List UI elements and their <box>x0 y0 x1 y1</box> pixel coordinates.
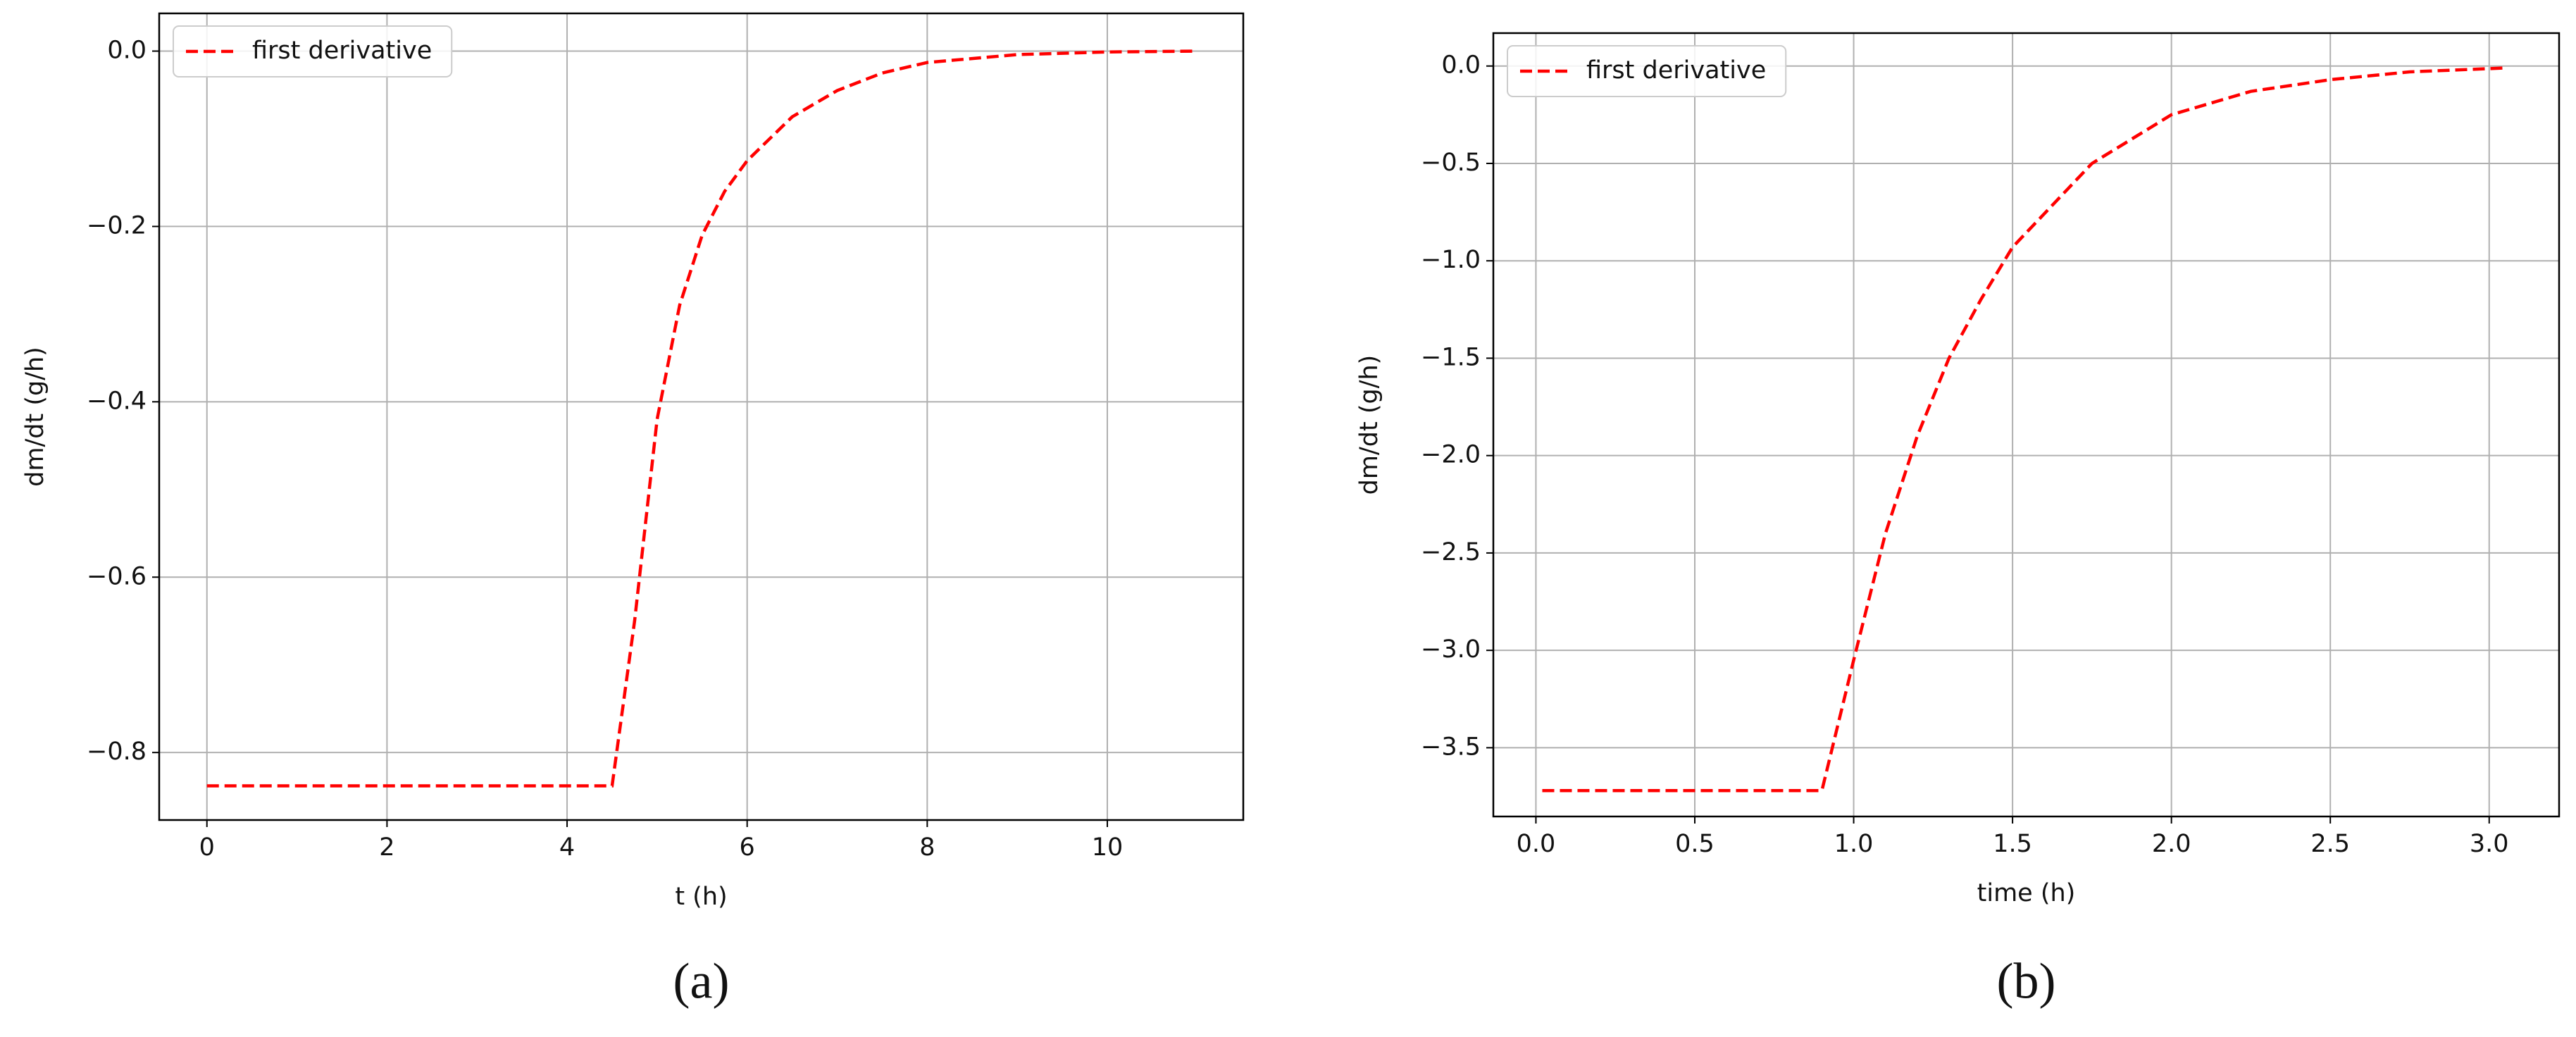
y-tick-label: −1.0 <box>1421 246 1481 274</box>
y-tick-label: −0.2 <box>87 211 147 240</box>
y-tick-label: 0.0 <box>107 37 147 65</box>
y-axis-label: dm/dt (g/h) <box>21 347 49 487</box>
caption: (a) <box>673 953 730 1010</box>
x-tick-label: 8 <box>919 833 935 862</box>
x-tick-label: 0.0 <box>1517 830 1556 858</box>
x-tick-label: 4 <box>559 833 575 862</box>
y-tick-label: −0.6 <box>87 562 147 590</box>
y-tick-label: −3.0 <box>1421 635 1481 664</box>
y-tick-label: −0.4 <box>87 387 147 415</box>
x-tick-label: 3.0 <box>2470 830 2509 858</box>
legend-label: first derivative <box>1586 56 1766 85</box>
legend: first derivative <box>173 25 453 77</box>
y-tick-label: −2.5 <box>1421 538 1481 566</box>
x-tick-label: 6 <box>740 833 755 862</box>
legend-label: first derivative <box>252 37 432 65</box>
y-tick-label: −0.5 <box>1421 149 1481 177</box>
x-axis-label: time (h) <box>1977 879 2076 907</box>
caption: (b) <box>1997 953 2056 1010</box>
legend: first derivative <box>1507 45 1787 97</box>
legend-frame <box>173 25 453 77</box>
x-tick-label: 10 <box>1092 833 1124 862</box>
x-tick-label: 0 <box>199 833 215 862</box>
chart: 0.0 −0.5 −1.0 −1.5 −2.0 −2.5 −3.0 −3.5 0.0 0.5 1.0… <box>1355 32 2561 1010</box>
x-tick-label: 2.5 <box>2310 830 2350 858</box>
data-line <box>1542 66 2506 793</box>
y-axis-label: dm/dt (g/h) <box>1355 355 1383 495</box>
x-tick-label: 2 <box>379 833 394 862</box>
x-axis-label: t (h) <box>675 883 727 911</box>
x-tick-label: 2.0 <box>2152 830 2191 858</box>
legend-frame <box>1507 45 1787 97</box>
plot-frame <box>158 12 1245 821</box>
y-tick-label: −1.5 <box>1421 343 1481 371</box>
y-tick-label: −0.8 <box>87 738 147 766</box>
x-tick-label: 1.0 <box>1834 830 1874 858</box>
chart: 0.0 −0.2 −0.4 −0.6 −0.8 0 2 4 6 8 10 first derivati… <box>21 12 1245 1010</box>
y-tick-label: −3.5 <box>1421 733 1481 761</box>
x-tick-label: 1.5 <box>1993 830 2032 858</box>
y-tick-label: 0.0 <box>1441 51 1481 80</box>
plot-frame <box>1492 32 2561 818</box>
x-tick-label: 0.5 <box>1675 830 1715 858</box>
y-tick-label: −2.0 <box>1421 441 1481 469</box>
data-line <box>206 49 1197 788</box>
